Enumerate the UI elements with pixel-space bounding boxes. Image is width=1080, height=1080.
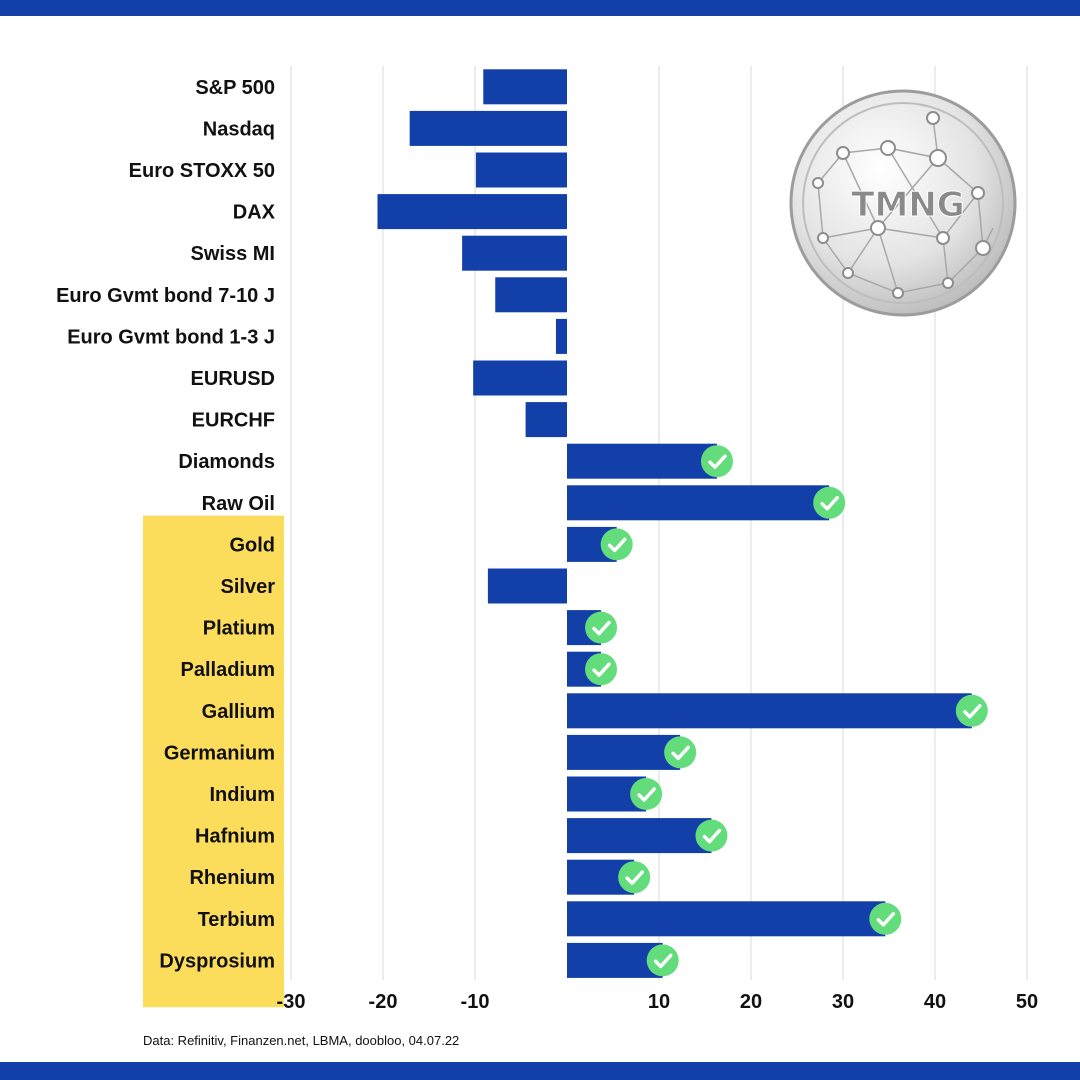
x-tick-label: 50 xyxy=(1016,991,1038,1013)
logo-text: TMNG xyxy=(851,185,964,225)
bar xyxy=(409,110,567,146)
x-tick-label: -20 xyxy=(369,991,398,1013)
category-label: Silver xyxy=(221,576,276,598)
check-icon xyxy=(618,861,651,894)
category-label: Swiss MI xyxy=(191,243,275,265)
bar xyxy=(525,402,567,438)
check-icon xyxy=(700,445,733,478)
bar xyxy=(495,277,567,313)
category-label: Gold xyxy=(229,534,275,556)
check-icon xyxy=(600,528,633,561)
top-band xyxy=(0,0,1080,16)
highlight-band xyxy=(143,515,284,1008)
check-badges xyxy=(585,445,988,977)
category-label: DAX xyxy=(233,202,276,224)
category-labels: S&P 500 Nasdaq Euro STOXX 50 DAX Swiss MI Eur… xyxy=(56,77,276,973)
bar xyxy=(567,443,717,479)
check-icon xyxy=(813,486,846,519)
x-tick-label: 40 xyxy=(924,991,946,1013)
bar xyxy=(567,693,972,729)
source-note: Data: Refinitiv, Finanzen.net, LBMA, doo… xyxy=(143,1033,460,1048)
category-label: Euro Gvmt bond 1-3 J xyxy=(67,326,275,348)
check-icon xyxy=(695,819,728,852)
category-label: Rhenium xyxy=(189,867,275,889)
category-label: Euro STOXX 50 xyxy=(129,160,275,182)
category-label: Germanium xyxy=(164,742,275,764)
check-icon xyxy=(955,694,988,727)
category-label: EURCHF xyxy=(192,410,275,432)
bar xyxy=(487,568,567,604)
category-label: Indium xyxy=(209,784,275,806)
check-icon xyxy=(585,653,618,686)
x-tick-label: -30 xyxy=(277,991,306,1013)
category-label: Diamonds xyxy=(178,451,275,473)
bar xyxy=(462,235,567,271)
x-tick-label: 20 xyxy=(740,991,762,1013)
category-label: Terbium xyxy=(198,909,275,931)
bar xyxy=(567,734,681,770)
bottom-band xyxy=(0,1062,1080,1080)
check-icon xyxy=(630,778,663,810)
category-label: Dysprosium xyxy=(159,950,275,972)
check-icon xyxy=(585,611,618,644)
category-label: Gallium xyxy=(202,701,275,723)
bar xyxy=(567,901,886,937)
bar xyxy=(377,194,567,230)
category-label: Raw Oil xyxy=(202,493,275,515)
x-tick-label: 30 xyxy=(832,991,854,1013)
bars xyxy=(377,69,972,978)
bar xyxy=(567,485,830,521)
bar xyxy=(475,152,567,188)
x-tick-label: -10 xyxy=(461,991,490,1013)
bar xyxy=(555,318,567,354)
category-label: Nasdaq xyxy=(203,118,275,140)
bar xyxy=(473,360,567,396)
highlight-band-group xyxy=(143,515,284,1008)
category-label: S&P 500 xyxy=(195,77,275,99)
check-icon xyxy=(869,902,902,935)
x-tick-labels: -30 -20 -10 10 20 30 40 50 xyxy=(277,991,1039,1013)
x-tick-label: 10 xyxy=(648,991,670,1013)
category-label: Palladium xyxy=(181,659,275,681)
category-label: Platium xyxy=(203,618,275,640)
category-label: EURUSD xyxy=(191,368,275,390)
check-icon xyxy=(664,736,697,769)
category-label: Hafnium xyxy=(195,826,275,848)
check-icon xyxy=(646,944,679,977)
bar xyxy=(567,818,712,854)
bar xyxy=(483,69,567,105)
tmng-logo: TMNG xyxy=(789,89,1017,317)
category-label: Euro Gvmt bond 7-10 J xyxy=(56,285,275,307)
